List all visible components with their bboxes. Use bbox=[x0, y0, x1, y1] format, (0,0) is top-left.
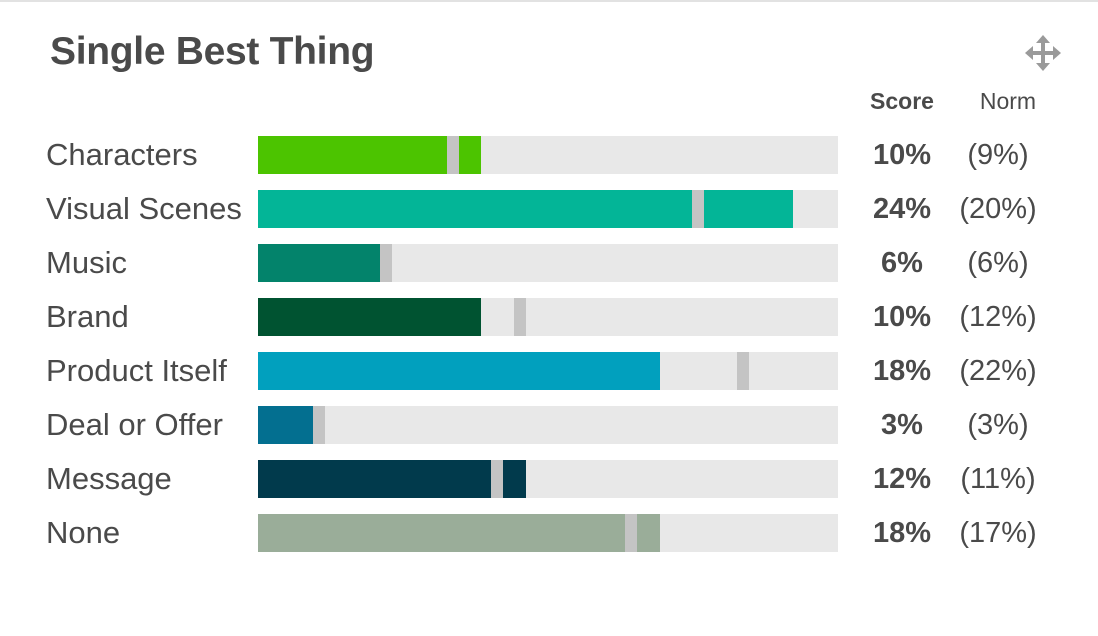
score-value: 24% bbox=[872, 193, 932, 225]
score-value: 18% bbox=[872, 355, 932, 387]
bar-row: Message 12% (11%) bbox=[0, 460, 1098, 514]
score-value: 3% bbox=[881, 409, 923, 441]
score-value: 18% bbox=[872, 517, 932, 549]
category-label: Music bbox=[46, 245, 127, 280]
score-bar bbox=[258, 190, 794, 228]
score-value: 6% bbox=[881, 247, 923, 279]
bar-track bbox=[258, 244, 838, 282]
score-bar bbox=[258, 514, 660, 552]
norm-marker bbox=[379, 244, 392, 282]
score-bar bbox=[258, 298, 482, 336]
bar-track bbox=[258, 298, 838, 336]
norm-value: (12%) bbox=[959, 301, 1037, 333]
score-value: 12% bbox=[872, 463, 932, 495]
norm-marker bbox=[491, 460, 504, 498]
norm-value: (9%) bbox=[967, 139, 1029, 171]
move-arrows-icon[interactable] bbox=[1024, 34, 1062, 72]
bar-row: Product Itself 18% (22%) bbox=[0, 352, 1098, 406]
norm-marker bbox=[513, 298, 526, 336]
norm-marker bbox=[736, 352, 749, 390]
bar-track bbox=[258, 514, 838, 552]
category-label: Visual Scenes bbox=[46, 191, 242, 226]
bar-row: Visual Scenes 24% (20%) bbox=[0, 190, 1098, 244]
bar-track bbox=[258, 406, 838, 444]
bar-row: Characters 10% (9%) bbox=[0, 136, 1098, 190]
category-label: Brand bbox=[46, 299, 129, 334]
score-bar bbox=[258, 460, 526, 498]
bar-row: None 18% (17%) bbox=[0, 514, 1098, 568]
norm-marker bbox=[692, 190, 705, 228]
category-label: Product Itself bbox=[46, 353, 227, 388]
top-divider bbox=[0, 0, 1098, 2]
category-label: Characters bbox=[46, 137, 198, 172]
score-bar bbox=[258, 244, 392, 282]
bar-row: Brand 10% (12%) bbox=[0, 298, 1098, 352]
bar-row: Deal or Offer 3% (3%) bbox=[0, 406, 1098, 460]
score-value: 10% bbox=[872, 139, 932, 171]
score-bar bbox=[258, 136, 482, 174]
norm-value: (3%) bbox=[967, 409, 1029, 441]
category-label: None bbox=[46, 515, 121, 550]
norm-column-header: Norm bbox=[979, 88, 1037, 114]
score-column-header: Score bbox=[870, 88, 934, 114]
category-label: Message bbox=[46, 461, 172, 496]
norm-value: (17%) bbox=[959, 517, 1037, 549]
norm-marker bbox=[446, 136, 459, 174]
bar-track bbox=[258, 460, 838, 498]
widget-title: Single Best Thing bbox=[50, 30, 375, 73]
bar-track bbox=[258, 190, 838, 228]
score-bar bbox=[258, 352, 660, 390]
norm-value: (22%) bbox=[959, 355, 1037, 387]
bar-track bbox=[258, 136, 838, 174]
norm-value: (6%) bbox=[967, 247, 1029, 279]
category-label: Deal or Offer bbox=[46, 407, 223, 442]
bar-row: Music 6% (6%) bbox=[0, 244, 1098, 298]
norm-value: (20%) bbox=[959, 193, 1037, 225]
norm-marker bbox=[312, 406, 325, 444]
score-value: 10% bbox=[872, 301, 932, 333]
norm-value: (11%) bbox=[960, 463, 1036, 495]
bar-track bbox=[258, 352, 838, 390]
norm-marker bbox=[625, 514, 638, 552]
